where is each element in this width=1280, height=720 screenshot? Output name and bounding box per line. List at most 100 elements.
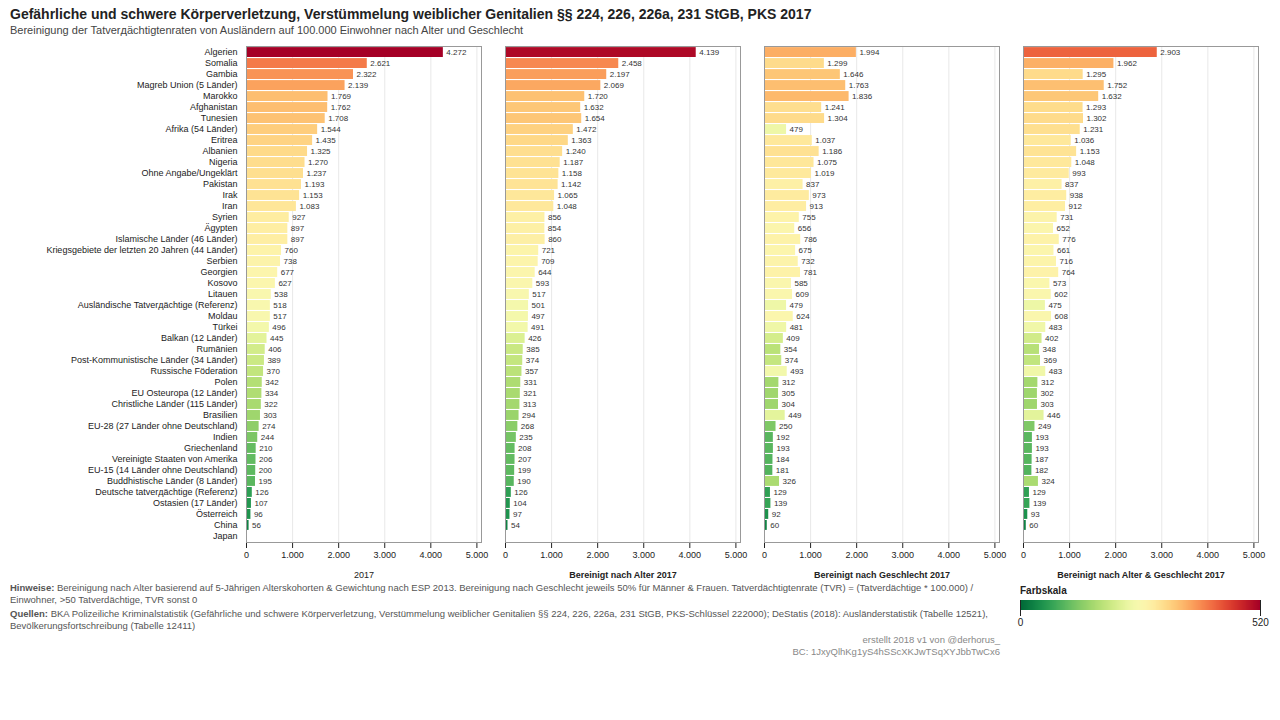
svg-text:Christliche Länder (115 Länder: Christliche Länder (115 Länder): [112, 399, 238, 409]
svg-text:479: 479: [790, 301, 804, 310]
svg-text:483: 483: [1049, 367, 1063, 376]
svg-text:755: 755: [802, 213, 816, 222]
svg-text:294: 294: [522, 411, 536, 420]
svg-text:1.270: 1.270: [308, 158, 329, 167]
svg-text:491: 491: [531, 323, 545, 332]
svg-text:764: 764: [1062, 268, 1076, 277]
svg-text:200: 200: [259, 466, 273, 475]
svg-text:Pakistan: Pakistan: [203, 179, 238, 189]
svg-text:1.000: 1.000: [281, 550, 304, 560]
svg-text:4.000: 4.000: [1197, 550, 1220, 560]
svg-text:1.994: 1.994: [859, 48, 880, 57]
svg-text:Afghanistan: Afghanistan: [190, 102, 238, 112]
svg-text:92: 92: [772, 510, 781, 519]
svg-text:Tunesien: Tunesien: [201, 113, 238, 123]
svg-text:93: 93: [1031, 510, 1040, 519]
svg-text:1.763: 1.763: [849, 81, 870, 90]
svg-text:716: 716: [1059, 257, 1073, 266]
svg-text:Georgien: Georgien: [200, 267, 237, 277]
svg-text:326: 326: [783, 477, 797, 486]
svg-text:Litauen: Litauen: [208, 289, 238, 299]
svg-text:193: 193: [1035, 444, 1049, 453]
svg-text:EU Osteuropa (12 Länder): EU Osteuropa (12 Länder): [131, 388, 237, 398]
svg-text:Algerien: Algerien: [204, 47, 237, 57]
svg-text:1.472: 1.472: [576, 125, 597, 134]
svg-text:Deutsche tatverдächtige (Refer: Deutsche tatverдächtige (Referenz): [95, 487, 237, 497]
svg-text:312: 312: [1041, 378, 1055, 387]
svg-text:389: 389: [267, 356, 281, 365]
svg-text:481: 481: [790, 323, 804, 332]
svg-text:993: 993: [1072, 169, 1086, 178]
svg-text:210: 210: [259, 444, 273, 453]
svg-text:1.186: 1.186: [822, 147, 843, 156]
svg-text:446: 446: [1047, 411, 1061, 420]
svg-text:5.000: 5.000: [466, 550, 489, 560]
svg-text:192: 192: [776, 433, 790, 442]
svg-text:0: 0: [1018, 617, 1024, 628]
svg-text:Marokko: Marokko: [203, 91, 238, 101]
svg-text:Bereinigt nach Alter & Geschle: Bereinigt nach Alter & Geschlecht 2017: [1057, 570, 1225, 580]
svg-text:54: 54: [511, 521, 520, 530]
svg-text:334: 334: [265, 389, 279, 398]
svg-text:129: 129: [773, 488, 787, 497]
svg-text:3.000: 3.000: [373, 550, 396, 560]
svg-text:1.158: 1.158: [562, 169, 583, 178]
svg-text:927: 927: [292, 213, 306, 222]
svg-text:4.272: 4.272: [446, 48, 467, 57]
svg-text:602: 602: [1054, 290, 1068, 299]
svg-text:208: 208: [518, 444, 532, 453]
svg-text:585: 585: [794, 279, 808, 288]
svg-text:Post-Kommunistische Länder (34: Post-Kommunistische Länder (34 Länder): [71, 355, 238, 365]
svg-text:1.769: 1.769: [331, 92, 352, 101]
svg-text:97: 97: [513, 510, 522, 519]
svg-text:Ägypten: Ägypten: [204, 223, 237, 233]
svg-text:1.153: 1.153: [303, 191, 324, 200]
svg-text:1.000: 1.000: [799, 550, 822, 560]
svg-text:370: 370: [267, 367, 281, 376]
svg-text:342: 342: [265, 378, 279, 387]
svg-text:721: 721: [542, 246, 556, 255]
svg-text:181: 181: [776, 466, 790, 475]
svg-text:Syrien: Syrien: [212, 212, 238, 222]
svg-text:1.019: 1.019: [814, 169, 835, 178]
svg-text:652: 652: [1057, 224, 1071, 233]
svg-text:1.075: 1.075: [817, 158, 838, 167]
svg-text:731: 731: [1060, 213, 1074, 222]
svg-text:Serbien: Serbien: [206, 256, 237, 266]
svg-text:Russische Föderation: Russische Föderation: [150, 366, 237, 376]
svg-text:3.000: 3.000: [632, 550, 655, 560]
svg-text:1.065: 1.065: [558, 191, 579, 200]
svg-text:324: 324: [1041, 477, 1055, 486]
svg-text:374: 374: [526, 356, 540, 365]
svg-text:1.752: 1.752: [1107, 81, 1128, 90]
svg-text:195: 195: [258, 477, 272, 486]
svg-text:303: 303: [1040, 400, 1054, 409]
svg-text:Ohne Angabe/Ungeklärt: Ohne Angabe/Ungeklärt: [141, 168, 238, 178]
svg-text:331: 331: [524, 378, 538, 387]
svg-text:1.435: 1.435: [316, 136, 337, 145]
svg-text:Japan: Japan: [213, 531, 238, 541]
svg-text:608: 608: [1055, 312, 1069, 321]
svg-text:Moldau: Moldau: [208, 311, 238, 321]
svg-text:402: 402: [1045, 334, 1059, 343]
svg-text:0: 0: [244, 550, 249, 560]
svg-text:1.083: 1.083: [299, 202, 320, 211]
svg-text:Türkei: Türkei: [212, 322, 237, 332]
svg-text:445: 445: [270, 334, 284, 343]
svg-text:Magreb Union (5 Länder): Magreb Union (5 Länder): [137, 80, 238, 90]
svg-text:0: 0: [503, 550, 508, 560]
svg-text:1.646: 1.646: [843, 70, 864, 79]
svg-text:Bereinigt nach Alter 2017: Bereinigt nach Alter 2017: [569, 570, 677, 580]
svg-text:1.544: 1.544: [321, 125, 342, 134]
svg-text:Islamische Länder (46 Länder): Islamische Länder (46 Länder): [115, 234, 237, 244]
svg-text:1.325: 1.325: [311, 147, 332, 156]
svg-text:1.962: 1.962: [1117, 59, 1138, 68]
svg-text:1.240: 1.240: [566, 147, 587, 156]
svg-text:426: 426: [528, 334, 542, 343]
svg-text:406: 406: [268, 345, 282, 354]
svg-text:781: 781: [803, 268, 817, 277]
svg-text:1.142: 1.142: [561, 180, 582, 189]
svg-text:Polen: Polen: [214, 377, 237, 387]
svg-text:4.000: 4.000: [938, 550, 961, 560]
svg-text:207: 207: [518, 455, 532, 464]
